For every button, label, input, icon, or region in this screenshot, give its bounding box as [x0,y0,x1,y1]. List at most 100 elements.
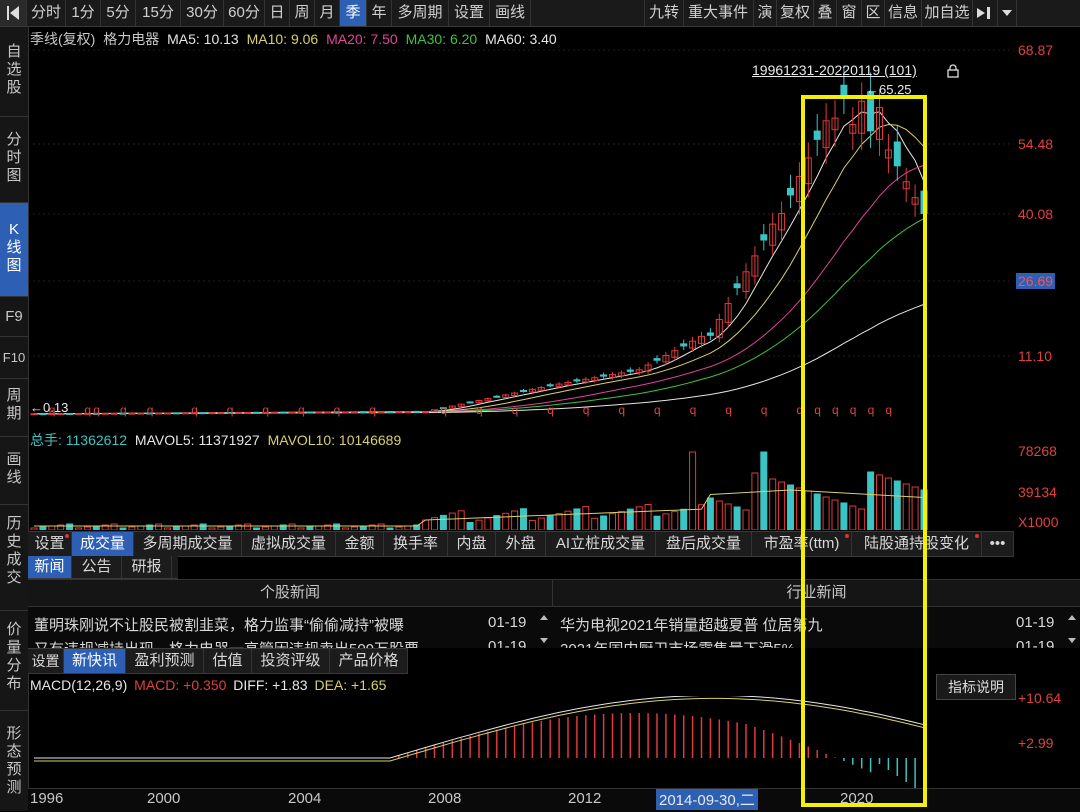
q-marker: q [298,403,305,417]
draw-line-button[interactable]: 画线 [490,0,531,26]
macd-info-line: MACD(12,26,9) MACD: +0.350 DIFF: +1.83 D… [30,677,386,693]
sidebar-item-f10[interactable]: F10 [0,337,28,379]
tab-virtual-volume[interactable]: 虚拟成交量 [242,532,336,556]
major-events-button[interactable]: 重大事件 [683,0,754,26]
tab-settings-2[interactable]: 设置 [28,649,64,673]
volume-bar [795,487,803,530]
period-tab-1min[interactable]: 1分 [66,0,101,26]
dropdown-arrow-icon[interactable] [998,0,1017,26]
period-tab-week[interactable]: 周 [290,0,315,26]
volume-bar [137,525,145,530]
volume-chart[interactable] [28,446,1014,530]
window-button[interactable]: 窗 [837,0,862,26]
multi-period-button[interactable]: 多周期 [392,0,449,26]
sidebar-item-intraday[interactable]: 分时图 [0,117,28,203]
tab-pe-ttm[interactable]: 市盈率(ttm) [752,532,852,556]
volume-bar [39,526,47,530]
volume-bar [778,481,786,530]
volume-bar [92,525,100,530]
candle-body [573,379,581,382]
tab-announcements[interactable]: 公告 [72,556,122,578]
period-tab-15min[interactable]: 15分 [136,0,181,26]
news-item-title[interactable]: 华为电视2021年销量超越夏普 位居第九 [560,617,823,634]
yan-button[interactable]: 演 [754,0,777,26]
mavol10-value: MAVOL10: 10146689 [267,432,402,448]
q-marker: q [618,403,625,417]
tab-ai-volume[interactable]: AI立桩成交量 [546,532,656,556]
tab-research[interactable]: 研报 [122,556,172,578]
volume-bar [226,525,234,530]
range-button[interactable]: 区 [862,0,885,26]
period-tab-day[interactable]: 日 [265,0,290,26]
period-tab-intraday[interactable]: 分时 [27,0,66,26]
tab-news[interactable]: 新闻 [28,556,72,578]
tab-rating[interactable]: 投资评级 [252,649,330,673]
settings-button[interactable]: 设置 [449,0,490,26]
sidebar-item-price-volume[interactable]: 价量分布 [0,611,28,711]
sidebar-item-pattern[interactable]: 形态预测 [0,711,28,811]
indicator-help-button[interactable]: 指标说明 [936,674,1016,700]
candle-body [564,381,572,386]
volume-bar [698,504,705,530]
candle-body [591,377,599,381]
tab-after-hours-volume[interactable]: 盘后成交量 [656,532,752,556]
first-page-icon[interactable] [0,0,27,26]
tab-volume[interactable]: 成交量 [72,532,134,556]
period-tab-60min[interactable]: 60分 [224,0,265,26]
jiuzhuan-button[interactable]: 九转 [644,0,684,26]
sidebar-item-watchlist[interactable]: 自选股 [0,27,28,117]
tab-settings[interactable]: 设置 [28,532,72,556]
tab-turnover[interactable]: 换手率 [384,532,448,556]
q-marker: q [147,403,154,417]
more-tabs-button[interactable]: ••• [982,532,1014,556]
sidebar-item-draw[interactable]: 画线 [0,437,28,505]
period-tab-5min[interactable]: 5分 [101,0,136,26]
stock-news-header: 个股新闻 [28,580,553,607]
tab-hk-connect-holdings[interactable]: 陆股通持股变化 [852,532,982,556]
total-volume: 总手: 11362612 [30,432,128,448]
tab-multi-period-volume[interactable]: 多周期成交量 [134,532,242,556]
left-news-scrollbar[interactable] [538,612,550,646]
period-tab-quarter[interactable]: 季 [340,0,367,26]
candle-body [876,107,883,140]
tab-inner-volume[interactable]: 内盘 [448,532,496,556]
lock-icon[interactable] [946,64,960,78]
tab-valuation[interactable]: 估值 [204,649,252,673]
candle-body [537,387,545,391]
tab-flash-news[interactable]: 新快讯 [64,649,126,673]
sidebar-item-period[interactable]: 周期 [0,379,28,437]
overlay-button[interactable]: 叠 [814,0,837,26]
news-item-title[interactable]: 2021年国内厨卫市场零售量下滑5% [560,638,1000,648]
adjust-button[interactable]: 复权 [777,0,814,26]
volume-bar [902,483,910,530]
ma60-line [34,303,925,415]
candle-body [689,340,697,349]
bookmark-arrow-icon[interactable] [973,0,998,26]
news-item-title[interactable]: 董明珠刚说不让股民被割韭菜，格力监事“偷偷减持”被曝 [34,617,404,634]
sidebar-item-f9[interactable]: F9 [0,297,28,337]
period-tab-month[interactable]: 月 [315,0,340,26]
sidebar-item-history[interactable]: 历史成交 [0,505,28,611]
info-button[interactable]: 信息 [885,0,922,26]
period-tab-year[interactable]: 年 [367,0,392,26]
ma60-value: MA60: 3.40 [485,31,557,47]
tab-outer-volume[interactable]: 外盘 [496,532,546,556]
period-tab-30min[interactable]: 30分 [181,0,224,26]
news-item-title[interactable]: 又有违规减持出现，格力电器一高管因违规卖出500万股票 [34,638,482,648]
candle-body [359,411,367,414]
volume-unit-label: X1000 [1018,514,1059,530]
diff-value: DIFF: +1.83 [233,677,308,693]
right-news-scrollbar[interactable] [1066,612,1078,646]
candle-body [457,403,465,407]
q-marker: q [868,403,875,417]
tab-earnings-forecast[interactable]: 盈利预测 [126,649,204,673]
macd-chart[interactable] [28,696,1014,788]
q-marker: q [690,403,697,417]
news-item-date: 01-19 [1016,614,1055,631]
sidebar-item-label: 形态预测 [6,725,22,796]
tab-product-price[interactable]: 产品价格 [330,649,408,673]
add-watchlist-button[interactable]: 加自选 [922,0,973,26]
tab-amount[interactable]: 金额 [336,532,384,556]
